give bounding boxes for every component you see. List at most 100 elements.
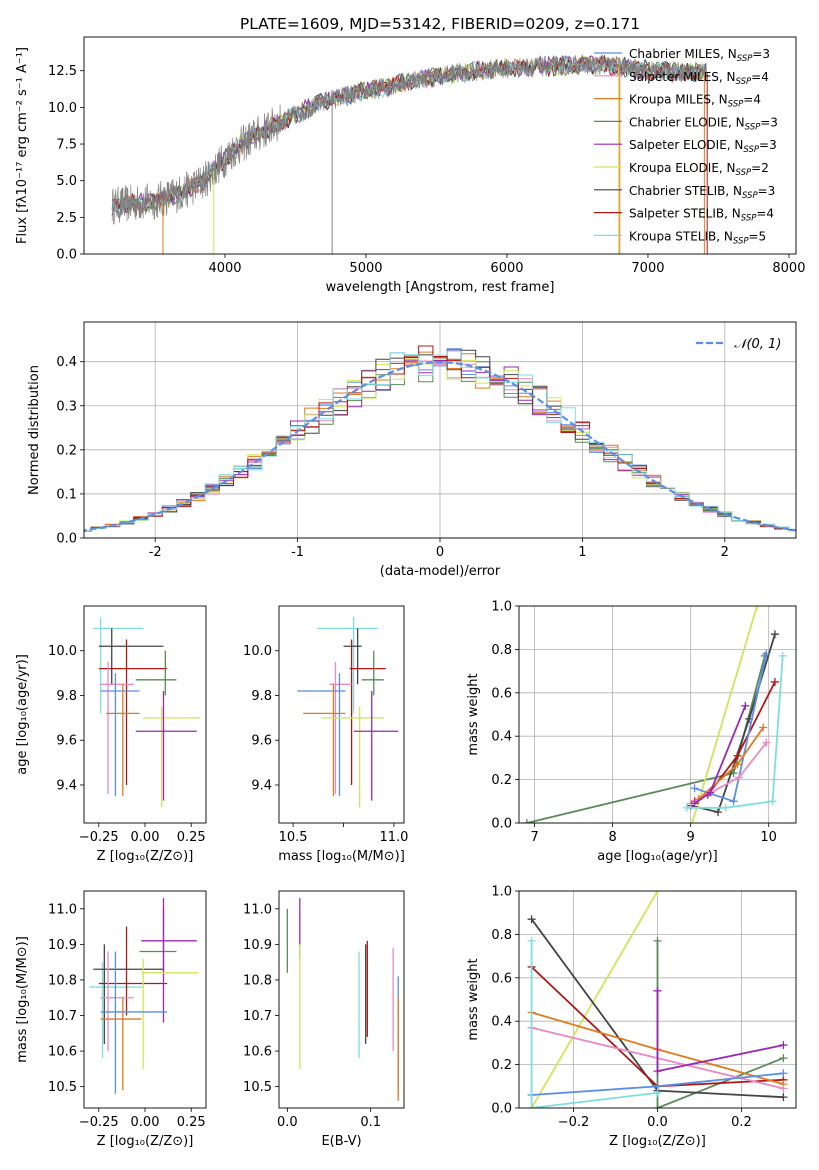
y-tick-label: 12.5 <box>48 64 77 79</box>
y-tick-label: 9.4 <box>251 778 272 793</box>
y-axis-label: age [log₁₀(age/yr)] <box>15 654 30 775</box>
legend-label-tail: =3 <box>758 184 776 198</box>
mass-weight-marker <box>779 1054 788 1063</box>
y-tick-label: 7.5 <box>56 138 77 153</box>
legend-label-tail: =5 <box>749 229 767 243</box>
mass-weight-marker <box>768 797 777 806</box>
x-tick-label: 0.1 <box>360 1115 381 1130</box>
mass-weight-marker <box>779 1093 788 1102</box>
legend-label-main: Salpeter MILES, N <box>629 70 736 84</box>
x-tick-label: 6000 <box>490 261 523 276</box>
residual-histogram <box>84 350 796 532</box>
mass-weight-marker <box>733 760 742 769</box>
mass-weight-marker <box>779 1069 788 1078</box>
y-tick-label: 0.0 <box>491 1102 512 1117</box>
y-tick-label: 10.9 <box>243 938 272 953</box>
y-tick-label: 10.0 <box>48 101 77 116</box>
y-tick-label: 0.3 <box>56 399 77 414</box>
mass-weight-line <box>656 990 784 1073</box>
y-tick-label: 1.0 <box>491 885 512 900</box>
y-tick-label: 0.4 <box>56 355 77 370</box>
y-tick-label: 10.7 <box>243 1009 272 1024</box>
plot-area <box>527 891 788 1108</box>
y-tick-label: 10.9 <box>48 938 77 953</box>
y-tick-label: 10.8 <box>48 973 77 988</box>
y-tick-label: 9.6 <box>251 734 272 749</box>
y-axis-label: Flux [fλ10⁻¹⁷ erg cm⁻² s⁻¹ A⁻¹] <box>15 47 30 244</box>
legend-label-main: Salpeter ELODIE, N <box>629 138 743 152</box>
residual-histogram <box>84 349 796 532</box>
mass-weight-marker <box>653 1104 662 1108</box>
observed-spectrum-line <box>111 53 708 226</box>
legend-label-sub: SSP <box>733 236 749 246</box>
x-tick-label: 0 <box>436 545 444 560</box>
legend-label-sub: SSP <box>743 145 759 155</box>
x-axis-label: E(B-V) <box>321 1134 361 1149</box>
mass-weight-line <box>691 606 758 823</box>
mass-weight-line <box>686 655 784 809</box>
plot-area <box>286 898 399 1101</box>
legend-label: Kroupa ELODIE, NSSP=2 <box>629 161 769 178</box>
x-axis-label: age [log₁₀(age/yr)] <box>597 849 718 864</box>
x-tick-label: 7 <box>530 830 538 845</box>
x-axis-label: mass [log₁₀(M/M⊙)] <box>278 849 405 864</box>
y-tick-label: 10.0 <box>48 644 77 659</box>
legend-label: 𝒩(0, 1) <box>734 337 781 352</box>
y-axis-label: Normed distribution <box>27 365 42 495</box>
plot-area <box>297 617 398 808</box>
axes-frame <box>278 605 405 824</box>
residual-histogram <box>84 349 796 532</box>
axes-weight_vs_Z: −0.2 0.0 0.2 0.0 0.2 0.4 0.6 0.8 1.0 Z [log₁₀(Z/Z… <box>466 885 797 1149</box>
mass-weight-marker <box>688 819 697 823</box>
y-tick-label: 0.4 <box>491 1015 512 1030</box>
y-tick-label: 0.0 <box>491 817 512 832</box>
axes-frame <box>83 321 797 539</box>
legend-label-tail: =3 <box>752 47 770 61</box>
mass-weight-marker <box>527 915 536 924</box>
legend-label-sub: SSP <box>745 122 761 132</box>
x-axis-label: Z [log₁₀(Z/Z⊙)] <box>97 849 194 864</box>
legend-label-tail: =2 <box>751 161 769 175</box>
mass-weight-line <box>530 891 659 1108</box>
axes-frame <box>518 890 797 1109</box>
x-tick-label: 7000 <box>631 261 664 276</box>
y-tick-label: 10.6 <box>48 1045 77 1060</box>
mass-weight-marker <box>721 803 730 812</box>
legend-label: Salpeter MILES, NSSP=4 <box>629 70 769 87</box>
plot-area <box>522 606 787 823</box>
mass-weight-marker <box>770 677 779 686</box>
y-tick-label: 11.0 <box>243 902 272 917</box>
y-tick-label: 2.5 <box>56 211 77 226</box>
legend-label: Chabrier STELIB, NSSP=3 <box>629 184 775 201</box>
mass-weight-marker <box>752 606 761 610</box>
legend-label-sub: SSP <box>736 77 752 87</box>
x-tick-label: 0.25 <box>177 830 206 845</box>
plot-area <box>111 53 708 254</box>
legend-label-tail: =3 <box>759 138 777 152</box>
chart-title: PLATE=1609, MJD=53142, FIBERID=0209, z=0… <box>240 15 640 33</box>
y-tick-label: 11.0 <box>48 902 77 917</box>
legend-label: Salpeter STELIB, NSSP=4 <box>629 207 774 224</box>
legend-label-sub: SSP <box>742 191 758 201</box>
x-tick-label: 8000 <box>772 261 805 276</box>
x-tick-label: 10.5 <box>279 830 308 845</box>
legend-label-sub: SSP <box>737 54 753 64</box>
axes-frame <box>518 605 797 824</box>
y-tick-label: 10.5 <box>243 1080 272 1095</box>
y-tick-label: 10.8 <box>243 973 272 988</box>
legend-label: Kroupa MILES, NSSP=4 <box>629 93 761 110</box>
x-tick-label: 2 <box>721 545 729 560</box>
x-tick-label: 0.00 <box>131 1115 160 1130</box>
mass-weight-marker <box>527 936 536 945</box>
axes-mass_vs_Z: −0.25 0.00 0.25 10.5 10.6 10.7 10.8 10.9 11.0 Z [… <box>15 890 207 1149</box>
mass-weight-marker <box>759 723 768 732</box>
legend-label-tail: =3 <box>760 115 778 129</box>
mass-weight-line <box>526 655 766 823</box>
mass-weight-marker <box>770 630 779 639</box>
x-axis-label: Z [log₁₀(Z/Z⊙)] <box>609 1134 706 1149</box>
mass-weight-marker <box>729 797 738 806</box>
residual-histogram <box>84 345 796 532</box>
x-axis-label: wavelength [Angstrom, rest frame] <box>326 280 555 295</box>
legend-label-sub: SSP <box>728 100 744 110</box>
